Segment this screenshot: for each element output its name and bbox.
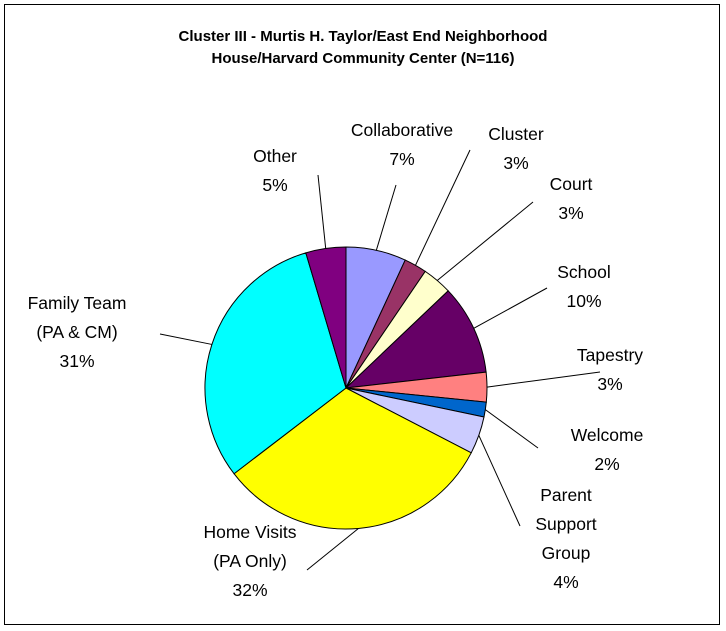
slice-percent-cluster: 3% (503, 153, 528, 173)
slice-label-line-parent-support-group: Support (535, 514, 596, 534)
slice-label-line-court: Court (550, 174, 593, 194)
slice-percent-parent-support-group: 4% (553, 572, 578, 592)
slice-label-line-collaborative: Collaborative (351, 120, 453, 140)
chart-title-line-1: Cluster III - Murtis H. Taylor/East End … (178, 28, 548, 45)
leader-line-tapestry (486, 371, 601, 388)
leader-line-collaborative (375, 184, 397, 251)
leader-line-cluster (415, 149, 471, 266)
slice-label-home-visits-pa-only: Home Visits (PA Only) 32% (203, 522, 296, 600)
pie-slice-other (305, 246, 347, 389)
slice-label-parent-support-group: Parent Support Group 4% (535, 485, 596, 592)
chart-title: Cluster III - Murtis H. Taylor/East End … (0, 26, 726, 70)
slice-label-school: School 10% (557, 262, 611, 311)
slice-label-court: Court 3% (550, 174, 593, 223)
slice-percent-collaborative: 7% (389, 149, 414, 169)
chart-title-line-2: House/Harvard Community Center (N=116) (211, 50, 515, 67)
slice-percent-court: 3% (558, 203, 583, 223)
slice-label-line-tapestry: Tapestry (577, 345, 643, 365)
slice-label-line-school: School (557, 262, 611, 282)
slice-label-line-parent-support-group: Group (542, 543, 591, 563)
slice-label-line-family-team-pa-cm: Family Team (28, 293, 127, 313)
slice-label-line-other: Other (253, 146, 297, 166)
slice-label-line-home-visits-pa-only: Home Visits (203, 522, 296, 542)
leader-line-other (317, 174, 327, 249)
slice-percent-tapestry: 3% (597, 374, 622, 394)
slice-label-cluster: Cluster 3% (488, 124, 544, 173)
slice-label-family-team-pa-cm: Family Team (PA & CM) 31% (28, 293, 127, 371)
slice-percent-other: 5% (262, 175, 287, 195)
pie-slice-home-visits-pa-only (233, 387, 472, 530)
slice-percent-family-team-pa-cm: 31% (59, 351, 94, 371)
slice-percent-welcome: 2% (594, 454, 619, 474)
slice-label-line-cluster: Cluster (488, 124, 544, 144)
slice-label-tapestry: Tapestry 3% (577, 345, 643, 394)
leader-line-court (436, 201, 534, 281)
slice-label-line-parent-support-group: Parent (540, 485, 592, 505)
slice-label-collaborative: Collaborative 7% (351, 120, 453, 169)
leader-line-welcome (485, 409, 539, 449)
slice-label-line-home-visits-pa-only: (PA Only) (213, 551, 287, 571)
slice-label-line-family-team-pa-cm: (PA & CM) (36, 322, 117, 342)
slice-percent-home-visits-pa-only: 32% (232, 580, 267, 600)
leader-line-parent-support-group (478, 435, 521, 527)
slice-label-other: Other 5% (253, 146, 297, 195)
pie-slice-school (344, 290, 487, 389)
slice-label-line-welcome: Welcome (571, 425, 644, 445)
leader-line-family-team-pa-cm (159, 333, 212, 345)
leader-line-home-visits-pa-only (306, 528, 359, 571)
leader-line-school (473, 287, 548, 329)
slice-percent-school: 10% (566, 291, 601, 311)
slice-label-welcome: Welcome 2% (571, 425, 644, 474)
